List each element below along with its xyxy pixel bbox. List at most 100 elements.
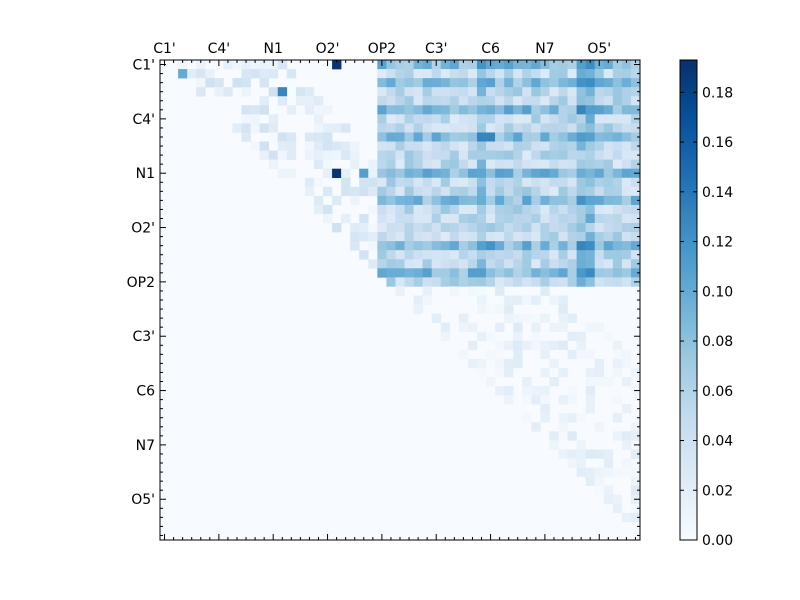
heatmap-cell [576, 467, 586, 477]
heatmap-cell [476, 87, 487, 97]
heatmap-cell [440, 331, 451, 342]
heatmap-cell [495, 60, 505, 70]
heatmap-cell [359, 250, 369, 260]
heatmap-cell [449, 204, 460, 215]
heatmap-cell [576, 87, 586, 97]
heatmap-cell [603, 150, 614, 160]
heatmap-cell [612, 367, 623, 378]
heatmap-cell [522, 386, 532, 396]
heatmap-cell [277, 96, 288, 106]
heatmap-cell [549, 268, 559, 278]
heatmap-cell [576, 141, 586, 151]
heatmap-cell [458, 223, 469, 233]
heatmap-cell [585, 204, 596, 215]
heatmap-cell [286, 132, 297, 142]
heatmap-cell [558, 322, 568, 332]
heatmap-cell [531, 340, 541, 351]
heatmap-cell [504, 96, 514, 106]
heatmap-cell [386, 132, 396, 142]
heatmap-cell [277, 132, 288, 142]
heatmap-cell [558, 132, 568, 142]
heatmap-cell [540, 87, 550, 97]
heatmap-cell [603, 123, 614, 133]
heatmap-cell [431, 87, 442, 97]
heatmap-cell [621, 349, 632, 360]
heatmap-cell [467, 195, 478, 206]
heatmap-cell [404, 60, 414, 70]
heatmap-cell [458, 78, 469, 88]
heatmap-cell [377, 168, 387, 179]
heatmap-cell [567, 141, 577, 151]
heatmap-cell [341, 213, 351, 224]
heatmap-cell [495, 259, 505, 269]
heatmap-cell [621, 440, 632, 450]
heatmap-cell [259, 150, 269, 160]
heatmap-cell [630, 87, 641, 97]
heatmap-cell [377, 123, 387, 133]
heatmap-cell [576, 349, 586, 360]
colorbar-ticks: 0.00 0.02 0.04 0.06 0.08 0.10 0.12 0.14 0.16 0.18 [680, 85, 733, 549]
heatmap-cell [621, 250, 632, 260]
heatmap-cell [422, 159, 432, 169]
heatmap-cell [422, 186, 432, 197]
heatmap-cell [549, 213, 559, 224]
heatmap-cell [513, 241, 523, 251]
heatmap-cell [630, 512, 641, 523]
heatmap-cell [440, 259, 451, 269]
heatmap-cell [621, 123, 632, 133]
heatmap-cell [395, 286, 405, 296]
heatmap-cell [449, 223, 460, 233]
heatmap-cell [576, 440, 586, 450]
heatmap-cell [458, 150, 469, 160]
heatmap-cell [277, 60, 288, 70]
heatmap-cell [540, 413, 550, 423]
heatmap-cell [558, 60, 568, 70]
heatmap-cell [486, 186, 496, 197]
heatmap-cell [513, 177, 523, 188]
heatmap-cell [440, 69, 451, 79]
heatmap-cell [476, 268, 487, 278]
heatmap-cell [513, 358, 523, 369]
heatmap-cell [621, 232, 632, 242]
heatmap-cell [558, 150, 568, 160]
heatmap-cell [549, 241, 559, 251]
heatmap-cell [630, 105, 641, 115]
heatmap-cell [422, 105, 432, 115]
heatmap-cell [476, 123, 487, 133]
heatmap-cell [531, 186, 541, 197]
heatmap-cell [386, 60, 396, 70]
heatmap-cell [540, 150, 550, 160]
heatmap-cell [259, 105, 269, 115]
heatmap-cell [522, 87, 532, 97]
heatmap-cell [603, 213, 614, 224]
heatmap-cell [313, 141, 324, 151]
heatmap-cell [522, 132, 532, 142]
heatmap-cell [513, 322, 523, 332]
heatmap-cell [404, 123, 414, 133]
heatmap-cell [522, 277, 532, 287]
heatmap-cell [621, 78, 632, 88]
heatmap-cell [440, 141, 451, 151]
heatmap-cell [422, 204, 432, 215]
heatmap-cell [567, 413, 577, 423]
heatmap-cell [531, 386, 541, 396]
heatmap-cell [576, 195, 586, 206]
heatmap-cell [558, 241, 568, 251]
heatmap-cell [495, 241, 505, 251]
heatmap-cell [476, 159, 487, 169]
heatmap-cell [585, 96, 596, 106]
heatmap-cell [567, 458, 577, 468]
heatmap-cell [422, 213, 432, 224]
heatmap-cell [476, 105, 487, 115]
heatmap-cell [241, 132, 251, 142]
heatmap-cell [304, 186, 315, 197]
heatmap-cell [531, 87, 541, 97]
heatmap-cell [440, 60, 451, 70]
heatmap-cell [458, 204, 469, 215]
heatmap-cell [504, 69, 514, 79]
heatmap-cell [531, 141, 541, 151]
heatmap-cell [440, 168, 451, 179]
heatmap-cell [323, 105, 333, 115]
heatmap-cell [504, 358, 514, 369]
heatmap-cell [422, 141, 432, 151]
